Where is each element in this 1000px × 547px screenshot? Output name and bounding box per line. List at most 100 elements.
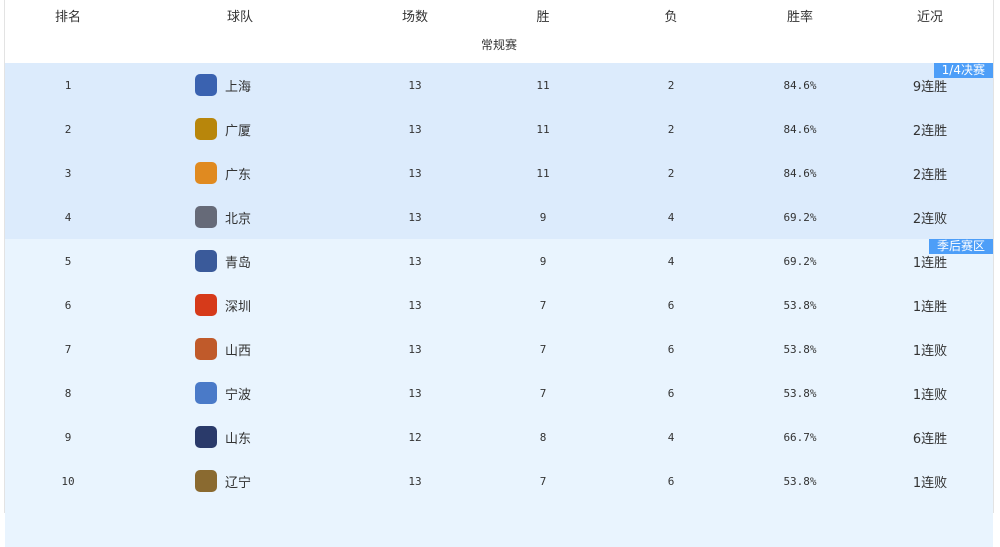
team-cell[interactable]: 宁波 xyxy=(195,371,285,415)
team-name[interactable]: 深圳 xyxy=(225,299,252,315)
team-name[interactable]: 青岛 xyxy=(225,255,252,271)
table-header: 排名 球队 场数 胜 负 胜率 近况 xyxy=(5,0,993,30)
games: 13 xyxy=(408,122,422,136)
losses: 6 xyxy=(667,474,675,488)
team-name[interactable]: 广东 xyxy=(225,167,252,183)
rank: 3 xyxy=(64,166,72,180)
rank: 2 xyxy=(64,122,72,136)
team-name[interactable]: 上海 xyxy=(225,79,252,95)
standings-table: 排名 球队 场数 胜 负 胜率 近况 常规赛 1 上海 13 11 2 84.6… xyxy=(4,0,994,547)
wins: 9 xyxy=(539,254,547,268)
streak: 9连胜 xyxy=(912,79,948,95)
team-name[interactable]: 山东 xyxy=(225,431,252,447)
team-logo-icon xyxy=(195,338,217,360)
losses: 4 xyxy=(667,254,675,268)
win-pct: 53.8% xyxy=(783,298,817,312)
wins: 7 xyxy=(539,474,547,488)
team-logo-icon xyxy=(195,426,217,448)
streak: 2连胜 xyxy=(912,167,948,183)
win-pct: 84.6% xyxy=(783,166,817,180)
table-row[interactable]: 8 宁波 13 7 6 53.8% 1连败 xyxy=(5,371,993,415)
team-logo-icon xyxy=(195,294,217,316)
header-team: 球队 xyxy=(226,9,253,25)
table-row[interactable]: 2 广厦 13 11 2 84.6% 2连胜 xyxy=(5,107,993,151)
table-row[interactable]: 7 山西 13 7 6 53.8% 1连败 xyxy=(5,327,993,371)
losses: 6 xyxy=(667,386,675,400)
team-cell[interactable]: 山西 xyxy=(195,327,285,371)
header-games: 场数 xyxy=(401,9,428,25)
table-row-partial xyxy=(5,503,993,547)
win-pct: 69.2% xyxy=(783,254,817,268)
win-pct: 66.7% xyxy=(783,430,817,444)
team-logo-icon xyxy=(195,118,217,140)
win-pct: 53.8% xyxy=(783,386,817,400)
team-cell[interactable]: 北京 xyxy=(195,195,285,239)
table-row[interactable]: 5 青岛 13 9 4 69.2% 1连胜 季后赛区 xyxy=(5,239,993,283)
team-cell[interactable]: 青岛 xyxy=(195,239,285,283)
team-logo-icon xyxy=(195,74,217,96)
team-logo-icon xyxy=(195,250,217,272)
streak: 1连败 xyxy=(912,343,948,359)
table-row[interactable]: 6 深圳 13 7 6 53.8% 1连胜 xyxy=(5,283,993,327)
wins: 11 xyxy=(536,78,550,92)
wins: 7 xyxy=(539,386,547,400)
losses: 4 xyxy=(667,210,675,224)
rank: 9 xyxy=(64,430,72,444)
team-name[interactable]: 宁波 xyxy=(225,387,252,403)
games: 13 xyxy=(408,78,422,92)
table-row[interactable]: 9 山东 12 8 4 66.7% 6连胜 xyxy=(5,415,993,459)
rank: 7 xyxy=(64,342,72,356)
streak: 2连败 xyxy=(912,211,948,227)
losses: 2 xyxy=(667,166,675,180)
team-logo-icon xyxy=(195,470,217,492)
games: 13 xyxy=(408,386,422,400)
games: 12 xyxy=(408,430,422,444)
table-row[interactable]: 10 辽宁 13 7 6 53.8% 1连败 xyxy=(5,459,993,503)
table-row[interactable]: 1 上海 13 11 2 84.6% 9连胜 1/4决赛 xyxy=(5,63,993,107)
wins: 9 xyxy=(539,210,547,224)
team-name[interactable]: 辽宁 xyxy=(225,475,252,491)
team-logo-icon xyxy=(195,206,217,228)
team-cell[interactable]: 深圳 xyxy=(195,283,285,327)
team-logo-icon xyxy=(195,382,217,404)
table-row[interactable]: 3 广东 13 11 2 84.6% 2连胜 xyxy=(5,151,993,195)
wins: 7 xyxy=(539,298,547,312)
table-row[interactable]: 4 北京 13 9 4 69.2% 2连败 xyxy=(5,195,993,239)
win-pct: 53.8% xyxy=(783,342,817,356)
games: 13 xyxy=(408,210,422,224)
team-cell[interactable]: 辽宁 xyxy=(195,459,285,503)
losses: 2 xyxy=(667,78,675,92)
header-rank: 排名 xyxy=(54,9,81,25)
rank: 8 xyxy=(64,386,72,400)
losses: 6 xyxy=(667,298,675,312)
games: 13 xyxy=(408,254,422,268)
team-name[interactable]: 广厦 xyxy=(225,123,252,139)
wins: 11 xyxy=(536,122,550,136)
team-name[interactable]: 北京 xyxy=(225,211,252,227)
wins: 8 xyxy=(539,430,547,444)
rank: 5 xyxy=(64,254,72,268)
games: 13 xyxy=(408,342,422,356)
win-pct: 53.8% xyxy=(783,474,817,488)
streak: 2连胜 xyxy=(912,123,948,139)
team-cell[interactable]: 上海 xyxy=(195,63,285,107)
team-cell[interactable]: 广东 xyxy=(195,151,285,195)
rank: 10 xyxy=(61,474,75,488)
zone-tag: 季后赛区 xyxy=(928,239,993,254)
streak: 1连败 xyxy=(912,387,948,403)
team-cell[interactable]: 广厦 xyxy=(195,107,285,151)
streak: 1连胜 xyxy=(912,299,948,315)
team-cell[interactable]: 山东 xyxy=(195,415,285,459)
header-pct: 胜率 xyxy=(786,9,813,25)
rank: 4 xyxy=(64,210,72,224)
streak: 6连胜 xyxy=(912,431,948,447)
zone-tag: 1/4决赛 xyxy=(933,63,993,78)
header-losses: 负 xyxy=(664,9,678,25)
games: 13 xyxy=(408,474,422,488)
team-name[interactable]: 山西 xyxy=(225,343,252,359)
win-pct: 84.6% xyxy=(783,78,817,92)
season-label: 常规赛 xyxy=(480,38,517,52)
losses: 6 xyxy=(667,342,675,356)
streak: 1连胜 xyxy=(912,255,948,271)
streak: 1连败 xyxy=(912,475,948,491)
